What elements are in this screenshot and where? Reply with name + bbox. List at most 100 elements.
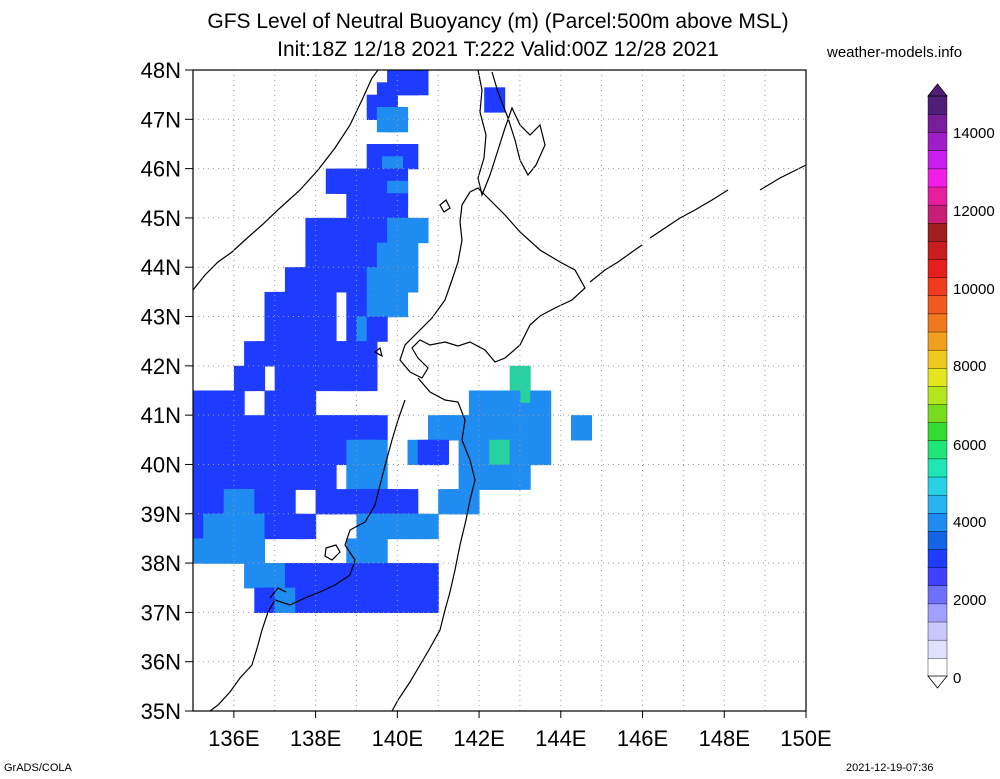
colorbar-segment (927, 313, 948, 333)
field-cell (417, 513, 439, 540)
field-cell (417, 563, 439, 589)
colorbar-max-arrow (927, 83, 948, 97)
field-cell (305, 365, 327, 392)
latitude-label: 41N (141, 403, 181, 428)
field-cell (366, 316, 388, 342)
latitude-label: 43N (141, 305, 181, 330)
field-cell (223, 390, 245, 416)
field-cell (274, 439, 296, 466)
latitude-label: 35N (141, 699, 181, 724)
longitude-labels: 136E 138E 140E 142E 144E 146E 148E 150E (208, 711, 832, 751)
longitude-label: 138E (290, 726, 341, 751)
field-cell (428, 439, 449, 466)
colorbar-segment (927, 494, 948, 514)
colorbar-segment (927, 168, 948, 188)
field-cell (315, 464, 337, 490)
field-cell (509, 464, 531, 490)
longitude-label: 148E (699, 726, 750, 751)
colorbar-segment (927, 240, 948, 260)
latitude-label: 36N (141, 650, 181, 675)
field-cell (274, 489, 296, 515)
field-cell (387, 291, 409, 318)
field-cell (366, 538, 388, 564)
colorbar-segment (927, 204, 948, 224)
latitude-label: 45N (141, 206, 181, 231)
colorbar-segment (927, 621, 948, 641)
field-cell (571, 415, 592, 441)
colorbar-label: 10000 (953, 281, 995, 298)
field-cell (397, 242, 419, 268)
colorbar-segment (927, 150, 948, 170)
field-cell (295, 513, 317, 540)
latitude-label: 48N (141, 58, 181, 83)
colorbar-segment (927, 512, 948, 532)
colorbar-min-arrow (927, 675, 948, 689)
field-cell (325, 217, 347, 244)
latitude-label: 40N (141, 452, 181, 477)
software-credit: GrADS/COLA (4, 762, 72, 774)
field-cell (264, 513, 286, 540)
colorbar-segment (927, 132, 948, 151)
colorbar-segment (927, 295, 948, 315)
colorbar-segment (927, 186, 948, 206)
field-cell (509, 365, 531, 392)
colorbar-segment (927, 476, 948, 496)
colorbar-label: 0 (953, 670, 961, 687)
colorbar-label: 2000 (953, 592, 986, 609)
latitude-label: 37N (141, 600, 181, 625)
colorbar-label: 4000 (953, 514, 986, 531)
field-cell (366, 464, 388, 490)
chart-subtitle: Init:18Z 12/18 2021 T:222 Valid:00Z 12/2… (277, 38, 719, 61)
field-cell (530, 439, 552, 466)
colorbar-segment (927, 95, 948, 115)
colorbar-label: 14000 (953, 125, 995, 142)
field-cell (233, 415, 255, 441)
field-cell (397, 489, 419, 515)
field-cell (295, 390, 317, 416)
colorbar-segment (927, 331, 948, 351)
field-cell (325, 489, 347, 515)
buoyancy-field (193, 70, 592, 613)
field-cell (397, 267, 419, 293)
latitude-label: 42N (141, 354, 181, 379)
colorbar-segment (927, 349, 948, 369)
longitude-label: 136E (208, 726, 259, 751)
field-cell (479, 390, 501, 416)
colorbar-segment (927, 530, 948, 550)
field-cell (366, 415, 388, 441)
field-cell (530, 415, 552, 441)
colorbar-label: 6000 (953, 437, 986, 454)
latitude-labels: 48N 47N 46N 45N 44N 43N 42N 41N 40N 39N 38N 37N 36N 3… (141, 58, 193, 724)
longitude-label: 142E (453, 726, 504, 751)
longitude-label: 140E (372, 726, 423, 751)
field-cell (325, 439, 347, 466)
field-cell (274, 415, 296, 441)
field-cell (356, 341, 378, 367)
colorbar-segment (927, 277, 948, 296)
field-cell (530, 390, 552, 416)
field-cell (274, 587, 296, 613)
map-frame (192, 69, 807, 712)
field-cell (484, 87, 506, 113)
field-cell (366, 439, 388, 466)
colorbar-label: 12000 (953, 203, 995, 220)
field-cell (387, 107, 409, 133)
latitude-label: 38N (141, 551, 181, 576)
field-cell (233, 439, 255, 466)
field-cell (376, 513, 398, 540)
colorbar-segment (927, 367, 948, 387)
field-cell (315, 291, 337, 318)
field-cell (407, 217, 429, 244)
generation-timestamp: 2021-12-19-07:36 (846, 762, 934, 774)
longitude-label: 146E (617, 726, 668, 751)
field-cell (244, 538, 266, 564)
colorbar-segment (927, 222, 948, 242)
chart-title: GFS Level of Neutral Buoyancy (m) (Parce… (207, 10, 789, 33)
field-cell (244, 365, 266, 392)
coastlines (193, 70, 806, 711)
colorbar-label: 8000 (953, 358, 986, 375)
colorbar-segment (927, 258, 948, 278)
website-label: weather-models.info (827, 44, 963, 61)
colorbar-segment (927, 603, 948, 623)
colorbar-segment (927, 113, 948, 133)
